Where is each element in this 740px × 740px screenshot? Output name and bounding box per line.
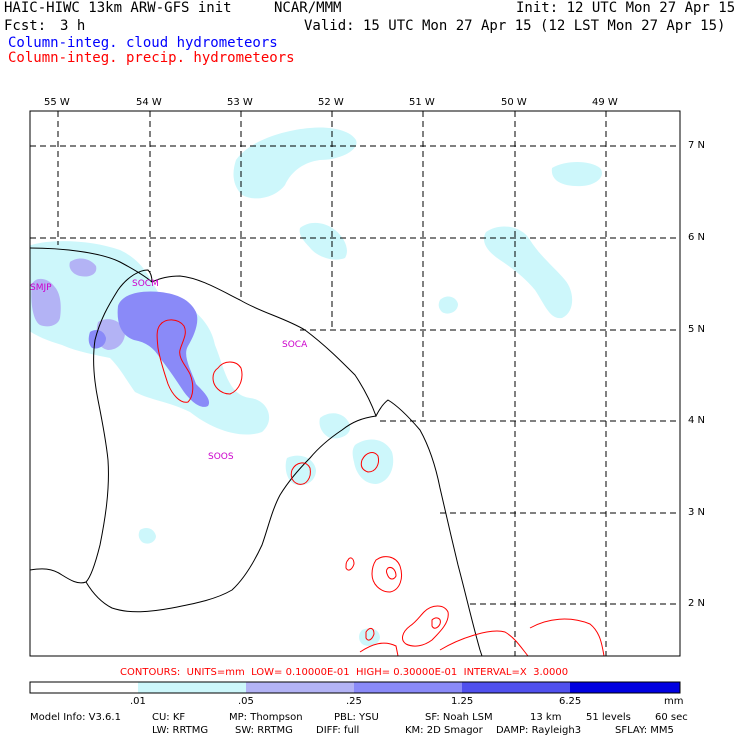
lat-label: 4 N <box>688 415 706 426</box>
colorbar-frame <box>29 681 681 694</box>
lon-label: 53 W <box>227 97 253 108</box>
colorbar-tick: .25 <box>346 696 362 707</box>
border-south <box>85 415 377 613</box>
shade-cloud-dark <box>88 291 210 407</box>
station-label: SMJP <box>30 283 52 293</box>
lat-label: 2 N <box>688 598 706 609</box>
lon-label: 55 W <box>44 97 70 108</box>
precip-contours <box>156 319 605 656</box>
lat-label: 5 N <box>688 324 706 335</box>
footer-damp: DAMP: Rayleigh3 <box>496 725 582 736</box>
lon-label: 49 W <box>592 97 618 108</box>
graticule <box>30 111 680 656</box>
station-label: SOOS <box>208 452 234 462</box>
footer-model-info: Model Info: V3.6.1 <box>30 712 121 723</box>
lat-label: 7 N <box>688 140 706 151</box>
footer-sf: SF: Noah LSM <box>425 712 493 723</box>
lon-label: 52 W <box>318 97 344 108</box>
shading-layer <box>30 127 602 646</box>
colorbar-bin-0 <box>30 682 138 693</box>
contour-note: CONTOURS: UNITS=mm LOW= 0.10000E-01 HIGH… <box>120 667 569 678</box>
footer-resolution: 13 km <box>530 712 562 723</box>
colorbar-bin-5 <box>570 682 680 693</box>
colorbar-tick: 1.25 <box>451 696 474 707</box>
lat-label: 6 N <box>688 232 706 243</box>
init-time: Init: 12 UTC Mon 27 Apr 15 <box>516 0 736 16</box>
lon-label: 50 W <box>501 97 527 108</box>
station-label: SOCA <box>282 340 308 350</box>
field-precip-title: Column-integ. precip. hydrometeors <box>8 50 295 66</box>
footer-cu: CU: KF <box>152 712 186 723</box>
shade-cloud-medium <box>31 258 126 350</box>
footer-diff: DIFF: full <box>316 725 360 736</box>
coastlines <box>30 247 483 656</box>
valid-time: Valid: 15 UTC Mon 27 Apr 15 (12 LST Mon … <box>304 18 726 34</box>
lon-label: 54 W <box>136 97 162 108</box>
colorbar-bin-3 <box>354 682 462 693</box>
footer-mp: MP: Thompson <box>229 712 303 723</box>
footer-sw: SW: RRTMG <box>235 725 293 736</box>
colorbar-tick: .01 <box>130 696 146 707</box>
footer-sflay: SFLAY: MM5 <box>615 725 674 736</box>
colorbar-bin-4 <box>462 682 570 693</box>
colorbar <box>29 681 681 694</box>
shade-cloud-light <box>30 127 602 646</box>
colorbar-units: mm <box>664 696 684 707</box>
forecast-label: Fcst: <box>4 18 47 34</box>
org-label: NCAR/MMM <box>274 0 342 16</box>
colorbar-bin-2 <box>246 682 354 693</box>
colorbar-tick: 6.25 <box>559 696 582 707</box>
forecast-hours: 3 h <box>60 18 86 34</box>
footer-levels: 51 levels <box>586 712 631 723</box>
footer-pbl: PBL: YSU <box>334 712 379 723</box>
border-west <box>30 269 153 584</box>
map-frame <box>29 110 681 657</box>
footer-lw: LW: RRTMG <box>152 725 209 736</box>
colorbar-tick: .05 <box>238 696 254 707</box>
footer-km: KM: 2D Smagor <box>405 725 483 736</box>
footer-timestep: 60 sec <box>655 712 688 723</box>
colorbar-bin-1 <box>138 682 246 693</box>
lat-label: 3 N <box>688 507 706 518</box>
field-cloud-title: Column-integ. cloud hydrometeors <box>8 35 278 51</box>
lon-label: 51 W <box>409 97 435 108</box>
model-title: HAIC-HIWC 13km ARW-GFS init <box>4 0 232 16</box>
station-label: SOCM <box>132 279 159 289</box>
